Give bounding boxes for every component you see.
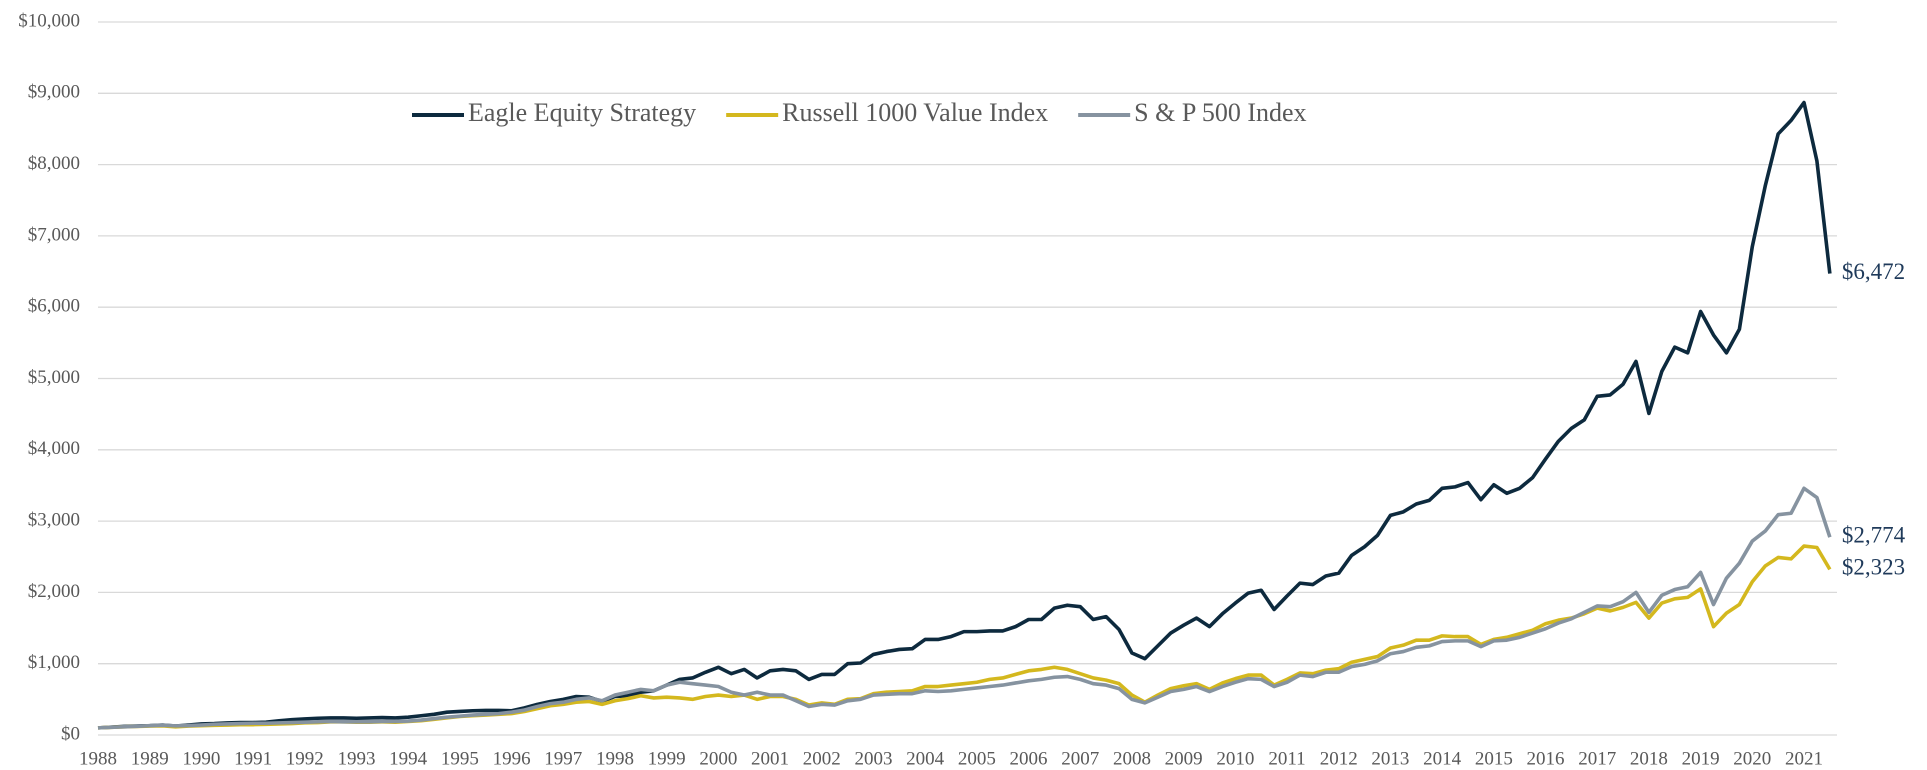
x-tick-label: 1993 [337, 748, 375, 769]
x-tick-label: 2019 [1682, 748, 1720, 769]
y-tick-label: $10,000 [18, 10, 80, 31]
x-tick-label: 1996 [493, 748, 531, 769]
x-tick-label: 2006 [1010, 748, 1048, 769]
x-tick-label: 2007 [1061, 748, 1099, 769]
x-tick-label: 1988 [79, 748, 117, 769]
series-line [97, 100, 1832, 730]
legend: Eagle Equity Strategy Russell 1000 Value … [412, 98, 1307, 127]
plot-area: $6,472 $2,323 $2,774 [97, 100, 1906, 730]
x-tick-label: 2014 [1423, 748, 1462, 769]
x-tick-label: 1995 [441, 748, 479, 769]
x-tick-label: 2004 [906, 748, 945, 769]
y-tick-label: $6,000 [28, 296, 80, 317]
x-tick-label: 1991 [234, 748, 272, 769]
y-tick-label: $3,000 [28, 509, 80, 530]
legend-label: Eagle Equity Strategy [468, 98, 696, 127]
x-tick-label: 1998 [596, 748, 634, 769]
end-value-label: $2,774 [1842, 522, 1906, 547]
x-tick-label: 2012 [1320, 748, 1358, 769]
y-tick-label: $7,000 [28, 224, 80, 245]
x-tick-label: 2008 [1113, 748, 1151, 769]
end-value-label: $2,323 [1842, 555, 1905, 580]
x-tick-label: 2001 [751, 748, 789, 769]
y-tick-label: $2,000 [28, 581, 80, 602]
y-tick-label: $5,000 [28, 367, 80, 388]
legend-label: Russell 1000 Value Index [782, 98, 1048, 127]
x-tick-label: 2021 [1785, 748, 1823, 769]
x-tick-label: 2020 [1733, 748, 1771, 769]
y-tick-label: $0 [61, 723, 80, 744]
x-tick-label: 2000 [699, 748, 737, 769]
end-value-label: $6,472 [1842, 259, 1905, 284]
x-tick-label: 2017 [1578, 748, 1616, 769]
x-tick-label: 1997 [544, 748, 582, 769]
x-tick-label: 2016 [1527, 748, 1565, 769]
x-tick-label: 1989 [131, 748, 169, 769]
x-tick-label: 2003 [854, 748, 892, 769]
series-line [97, 486, 1832, 730]
x-tick-label: 2009 [1165, 748, 1203, 769]
y-tick-label: $8,000 [28, 153, 80, 174]
y-tick-label: $9,000 [28, 82, 80, 103]
x-tick-label: 2010 [1216, 748, 1254, 769]
x-tick-label: 1999 [648, 748, 686, 769]
x-tick-label: 2011 [1268, 748, 1305, 769]
x-tick-label: 2005 [958, 748, 996, 769]
x-tick-label: 1990 [182, 748, 220, 769]
series-line [97, 544, 1832, 730]
grid: $0 $1,000 $2,000 $3,000 $4,000 $5,000 $6,000 $7… [18, 10, 1837, 769]
x-tick-label: 2018 [1630, 748, 1668, 769]
x-tick-label: 1994 [389, 748, 428, 769]
x-tick-label: 2002 [803, 748, 841, 769]
legend-label: S & P 500 Index [1134, 98, 1306, 127]
y-tick-label: $1,000 [28, 652, 80, 673]
y-tick-label: $4,000 [28, 438, 80, 459]
x-tick-label: 2015 [1475, 748, 1513, 769]
x-tick-label: 1992 [286, 748, 324, 769]
x-tick-label: 2013 [1371, 748, 1409, 769]
